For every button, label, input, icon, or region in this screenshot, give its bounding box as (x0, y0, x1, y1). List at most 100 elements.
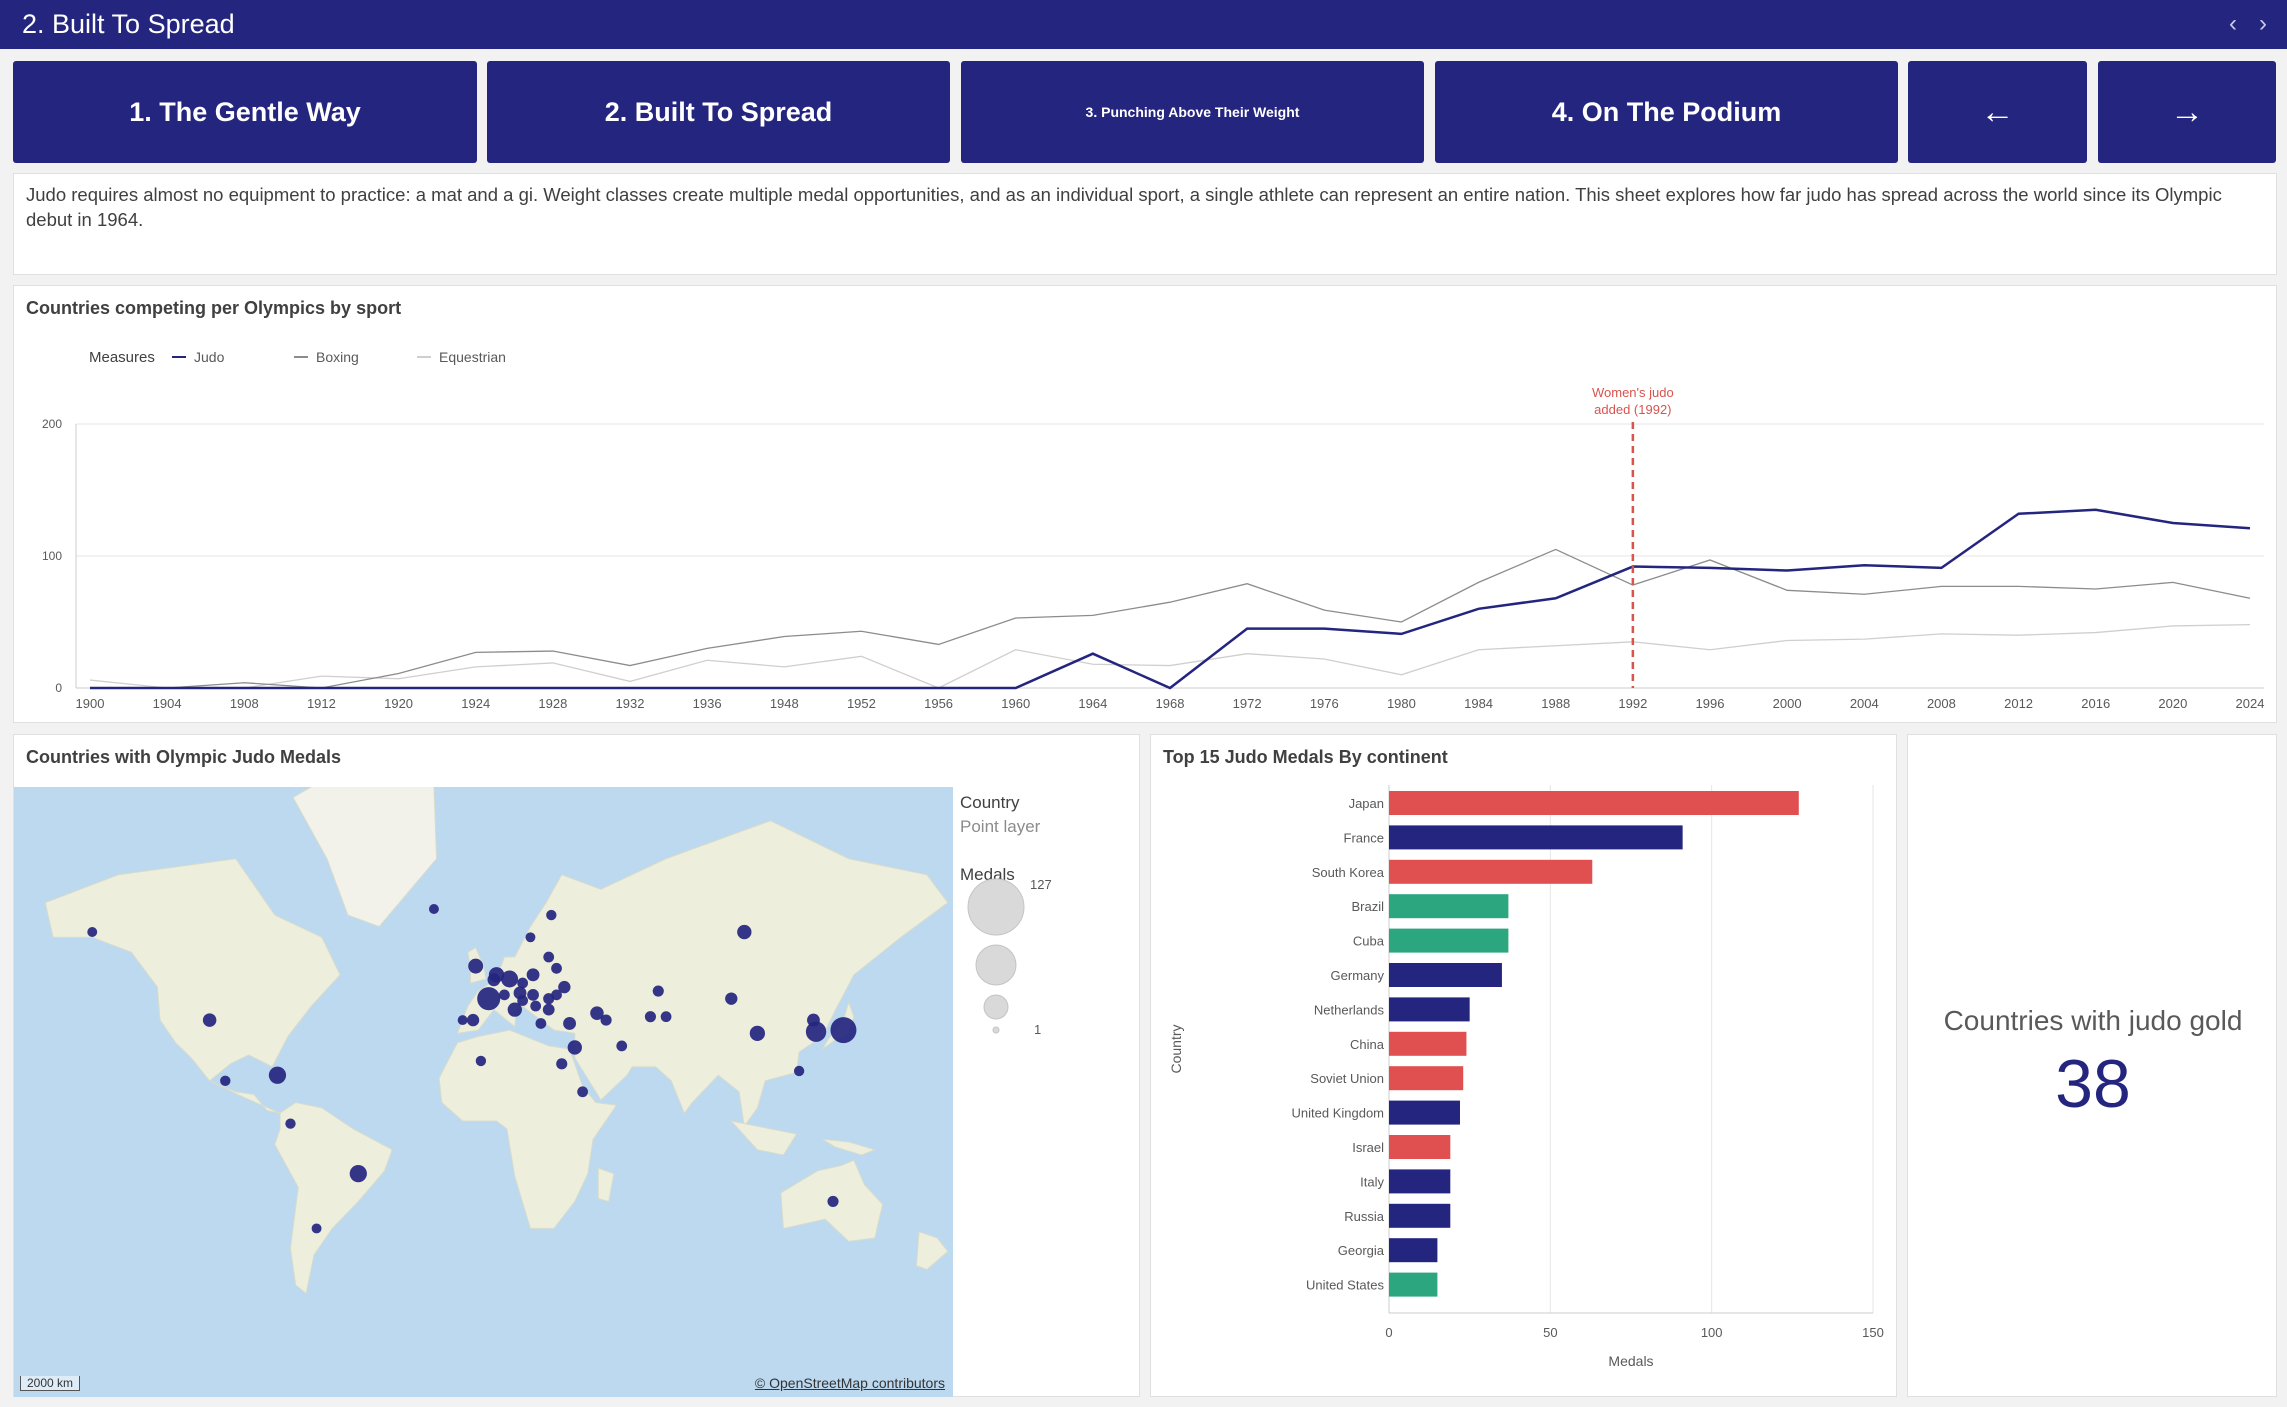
south-america-land (274, 1102, 393, 1295)
greenland-land (292, 787, 438, 928)
country-medal-point (551, 989, 562, 1001)
legend-min-value: 1 (1034, 1022, 1041, 1037)
intro-text-panel: Judo requires almost no equipment to pra… (13, 173, 2277, 275)
legend-size-bubbles: 127 1 (967, 877, 1052, 1037)
line-chart-title: Countries competing per Olympics by spor… (26, 298, 402, 318)
bar-chart[interactable]: 0 50 100 150 Japan France South Korea Brazil Cub… (1151, 735, 1896, 1396)
previous-sheet-button[interactable]: ← (1908, 61, 2087, 163)
country-medal-point (577, 1086, 589, 1098)
x-tick-label: 1976 (1310, 696, 1339, 711)
legend-label-equestrian: Equestrian (439, 349, 506, 365)
line-chart[interactable]: Measures Judo Boxing Equestrian 0 100 200 1900 1… (14, 286, 2276, 722)
country-medal-point (590, 1006, 604, 1020)
series-line-boxing (90, 548, 2251, 689)
legend-country-label: Country (960, 793, 1020, 812)
x-tick-label: 2024 (2236, 696, 2265, 711)
country-medal-point (556, 1058, 568, 1070)
map-attribution-link[interactable]: © OpenStreetMap contributors (754, 1375, 945, 1391)
country-medal-point (749, 1025, 766, 1041)
map-panel[interactable]: Countries with Olympic Judo Medals 2000 … (13, 734, 1140, 1397)
x-tick-label: 1908 (230, 696, 259, 711)
country-medal-point (457, 1015, 468, 1026)
legend-label-judo: Judo (194, 349, 225, 365)
country-medal-point (487, 973, 501, 987)
bar-chart-panel[interactable]: Top 15 Judo Medals By continent 0 50 100 15… (1150, 734, 1897, 1397)
country-medal-point (220, 1075, 231, 1087)
country-medal-point (567, 1040, 582, 1055)
kpi-value: 38 (2055, 1046, 2131, 1122)
x-tick-label: 50 (1543, 1325, 1557, 1340)
x-tick-label: 1948 (770, 696, 799, 711)
next-sheet-icon[interactable]: › (2259, 10, 2267, 37)
bar-united-states (1389, 1272, 1438, 1297)
bar-georgia (1389, 1238, 1438, 1263)
x-tick-label: 150 (1862, 1325, 1884, 1340)
bar-chart-title: Top 15 Judo Medals By continent (1163, 747, 1448, 767)
x-tick-label: 2008 (1927, 696, 1956, 711)
x-tick-label: 1956 (924, 696, 953, 711)
x-tick-label: 1952 (847, 696, 876, 711)
nav-button-punching-above[interactable]: 3. Punching Above Their Weight (961, 61, 1424, 163)
y-tick-label: Germany (1331, 968, 1385, 983)
y-tick-label: Cuba (1353, 934, 1385, 949)
x-tick-label: 2020 (2158, 696, 2187, 711)
country-medal-point (517, 977, 529, 989)
next-sheet-button[interactable]: → (2098, 61, 2276, 163)
bar-netherlands (1389, 997, 1470, 1022)
prev-sheet-icon[interactable]: ‹ (2229, 10, 2237, 37)
country-medal-point (349, 1165, 367, 1183)
x-tick-label: 1932 (616, 696, 645, 711)
nav-button-built-to-spread[interactable]: 2. Built To Spread (487, 61, 950, 163)
nav-button-on-the-podium[interactable]: 4. On The Podium (1435, 61, 1898, 163)
x-tick-label: 1960 (1001, 696, 1030, 711)
new-zealand-land (915, 1230, 949, 1271)
country-medal-point (268, 1066, 287, 1084)
country-medal-point (501, 970, 519, 988)
x-tick-label: 1964 (1078, 696, 1107, 711)
x-tick-label: 1936 (693, 696, 722, 711)
country-medal-point (517, 995, 529, 1006)
country-medal-point (725, 992, 738, 1005)
country-medal-point (466, 1013, 480, 1027)
x-tick-label: 1980 (1387, 696, 1416, 711)
nav-button-gentle-way[interactable]: 1. The Gentle Way (13, 61, 477, 163)
y-tick-label: China (1350, 1037, 1385, 1052)
bar-south-korea (1389, 859, 1593, 884)
country-medal-point (475, 1055, 487, 1067)
country-medal-point (285, 1118, 296, 1129)
legend-title: Measures (89, 349, 155, 366)
country-medal-point (563, 1017, 576, 1030)
nav-button-label: 1. The Gentle Way (129, 96, 361, 127)
bar-united-kingdom (1389, 1100, 1460, 1125)
y-tick-label: Israel (1352, 1140, 1384, 1155)
y-tick-label: Russia (1344, 1209, 1385, 1224)
y-tick-label: 200 (42, 417, 62, 431)
x-tick-label: 1924 (461, 696, 490, 711)
sumatra-borneo-land (729, 1120, 798, 1156)
country-medal-point (507, 1002, 522, 1017)
y-axis-title: Country (1168, 1024, 1184, 1073)
country-medal-point (600, 1014, 612, 1026)
sheet-title: 2. Built To Spread (22, 9, 235, 39)
x-tick-label: 1972 (1233, 696, 1262, 711)
x-axis-title: Medals (1608, 1353, 1653, 1369)
y-tick-label: United States (1306, 1278, 1385, 1293)
line-chart-panel[interactable]: Countries competing per Olympics by spor… (13, 285, 2277, 723)
y-tick-label: Japan (1349, 796, 1384, 811)
x-tick-label: 1992 (1618, 696, 1647, 711)
country-medal-point (535, 1018, 547, 1029)
y-tick-label: Soviet Union (1310, 1071, 1384, 1086)
world-map[interactable]: 2000 km © OpenStreetMap contributors (14, 787, 953, 1397)
series-line-equestrian (89, 623, 2251, 689)
x-tick-label: 1904 (153, 696, 182, 711)
x-tick-label: 100 (1701, 1325, 1723, 1340)
country-medal-point (737, 924, 752, 940)
bar-soviet-union (1389, 1066, 1464, 1091)
intro-text: Judo requires almost no equipment to pra… (26, 184, 2222, 230)
y-tick-label: Georgia (1338, 1243, 1385, 1258)
country-medal-point (660, 1011, 672, 1023)
sheet-title-bar: 2. Built To Spread ‹ › (0, 0, 2287, 49)
country-medal-point (546, 909, 557, 921)
legend-label-boxing: Boxing (316, 349, 359, 365)
country-medal-point (468, 958, 484, 974)
